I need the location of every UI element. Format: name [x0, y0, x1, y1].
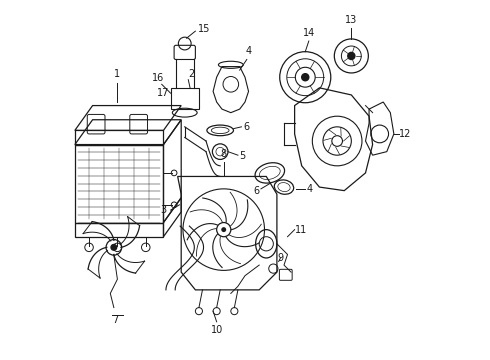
Text: 2: 2	[189, 69, 195, 79]
Text: 17: 17	[157, 88, 170, 98]
Text: 8: 8	[220, 149, 227, 159]
Text: 6: 6	[243, 122, 249, 132]
Text: 10: 10	[211, 325, 223, 335]
Text: 7: 7	[113, 315, 119, 325]
Text: 14: 14	[303, 27, 315, 37]
Text: 3: 3	[160, 205, 167, 215]
Text: 11: 11	[294, 225, 307, 235]
Text: 6: 6	[253, 186, 259, 195]
Text: 16: 16	[152, 72, 164, 82]
Text: 5: 5	[240, 151, 246, 161]
Circle shape	[221, 227, 226, 232]
Text: 12: 12	[399, 129, 412, 139]
Text: 13: 13	[345, 15, 358, 25]
Circle shape	[302, 74, 309, 81]
Text: 15: 15	[198, 24, 211, 34]
Text: 4: 4	[245, 46, 251, 56]
Text: 9: 9	[277, 253, 284, 263]
Text: 1: 1	[114, 69, 121, 79]
Circle shape	[111, 244, 117, 250]
Circle shape	[348, 53, 355, 59]
Text: 4: 4	[307, 184, 313, 194]
